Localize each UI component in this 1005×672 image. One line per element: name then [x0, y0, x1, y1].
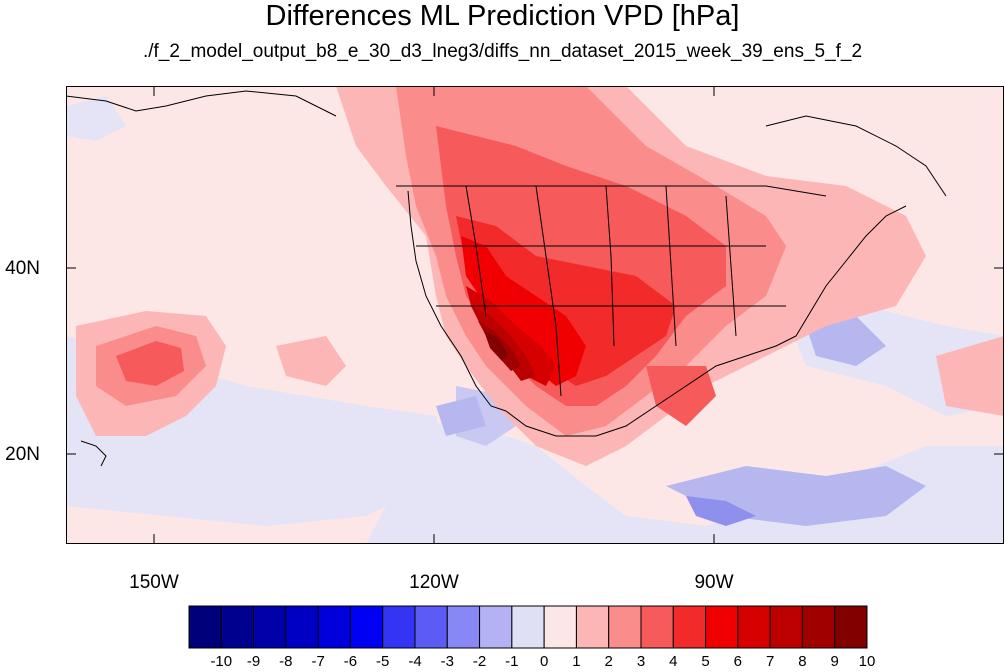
- colorbar-label: 9: [830, 653, 839, 670]
- colorbar-box-15: [672, 605, 707, 649]
- colorbar-box-2: [253, 605, 287, 649]
- colorbar-box-16: [705, 605, 739, 649]
- lat-label-20n: 20N: [5, 444, 40, 465]
- colorbar-label: -4: [408, 653, 422, 670]
- pos-region-l1-central: [276, 336, 346, 386]
- pos-region-l3-gulf: [646, 366, 716, 426]
- plot-title: Differences ML Prediction VPD [hPa]: [265, 0, 740, 32]
- colorbar-label: 3: [636, 653, 646, 670]
- lon-label-120w: 120W: [409, 572, 459, 593]
- colorbar-label: -1: [505, 653, 519, 670]
- plot-subtitle: ./f_2_model_output_b8_e_30_d3_lneg3/diff…: [142, 41, 863, 62]
- neg-region-patch1: [436, 396, 486, 436]
- pos-region-l1-east: [936, 336, 1004, 416]
- coastlines: [66, 90, 947, 467]
- colorbar-box-7: [414, 605, 448, 649]
- colorbar-label: 6: [733, 653, 743, 670]
- colorbar-label: -9: [246, 653, 261, 670]
- colorbar-label: 4: [669, 653, 678, 670]
- colorbar-label: -6: [343, 653, 358, 670]
- colorbar-box-10: [511, 605, 545, 649]
- colorbar-label: 2: [604, 653, 613, 670]
- colorbar-label: 1: [572, 653, 581, 670]
- colorbar-label: 10: [858, 653, 876, 670]
- map-ticks: [66, 86, 1004, 544]
- colorbar-box-19: [801, 605, 836, 649]
- pos-region-l3-hawaii: [116, 341, 184, 386]
- pos-region-l5-sw: [461, 236, 586, 386]
- colorbar-box-14: [640, 605, 674, 649]
- neg-region-caribdeep: [686, 496, 756, 526]
- colorbar-box-20: [834, 605, 868, 649]
- colorbar-box-6: [382, 605, 416, 649]
- colorbar-label: -8: [279, 653, 293, 670]
- colorbar-box-5: [349, 605, 384, 649]
- colorbar-box-11: [543, 605, 577, 649]
- lat-label-40n: 40N: [5, 258, 40, 279]
- colorbar-label: 5: [701, 653, 710, 670]
- colorbar-label: 8: [798, 653, 807, 670]
- lon-label-90w: 90W: [694, 572, 734, 593]
- map-panel: [66, 86, 1004, 544]
- colorbar-box-1: [220, 605, 255, 649]
- colorbar: [188, 605, 868, 649]
- colorbar-box-4: [317, 605, 351, 649]
- colorbar-label: 0: [539, 653, 549, 670]
- colorbar-label: -3: [440, 653, 454, 670]
- colorbar-label: -5: [376, 653, 390, 670]
- colorbar-box-18: [769, 605, 803, 649]
- pos-region-l4-us: [456, 216, 676, 386]
- colorbar-box-12: [575, 605, 610, 649]
- colorbar-box-17: [737, 605, 771, 649]
- neg-region-atldeep: [806, 316, 886, 366]
- colorbar-label: -2: [472, 653, 487, 670]
- colorbar-label: 7: [765, 653, 775, 670]
- lon-label-150w: 150W: [129, 572, 179, 593]
- colorbar-box-9: [479, 605, 513, 649]
- neg-region-north: [66, 96, 126, 141]
- colorbar-label: -7: [311, 653, 325, 670]
- map-frame: [66, 86, 1004, 544]
- pos-region-l9-sw: [484, 331, 508, 361]
- colorbar-label: -10: [210, 653, 233, 670]
- colorbar-box-0: [188, 605, 222, 649]
- colorbar-box-8: [446, 605, 481, 649]
- colorbar-box-13: [608, 605, 642, 649]
- colorbar-box-3: [285, 605, 319, 649]
